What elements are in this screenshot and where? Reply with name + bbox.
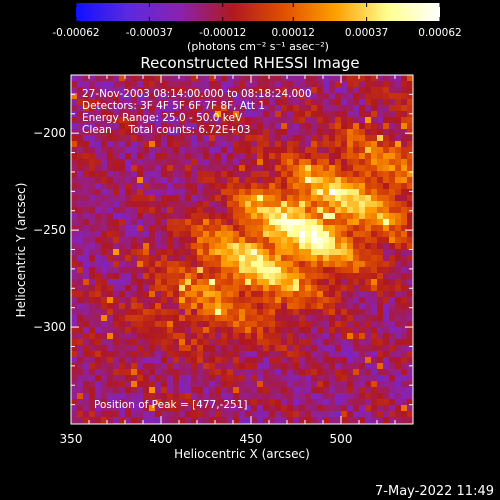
colorbar-units-label: (photons cm⁻² s⁻¹ asec⁻²) — [187, 40, 329, 53]
colorbar-tick-label: -0.00062 — [52, 27, 99, 39]
chart-title: Reconstructed RHESSI Image — [140, 54, 359, 72]
timestamp: 7-May-2022 11:49 — [375, 484, 494, 499]
info-line-energy: Energy Range: 25.0 - 50.0 keV — [82, 112, 243, 124]
x-axis-label: Heliocentric X (arcsec) — [174, 447, 310, 461]
colorbar-tick-label: -0.00012 — [199, 27, 246, 39]
peak-position-label: Position of Peak = [477,-251] — [94, 399, 248, 411]
heatmap-image — [71, 75, 413, 424]
colorbar-tick-label: 0.00037 — [345, 27, 388, 39]
info-block: 27-Nov-2003 08:14:00.000 to 08:18:24.000… — [82, 88, 312, 136]
y-tick-label: −250 — [33, 223, 66, 237]
colorbar-tick-label: 0.00012 — [272, 27, 315, 39]
info-line-time: 27-Nov-2003 08:14:00.000 to 08:18:24.000 — [82, 88, 312, 100]
x-tick-label: 350 — [60, 432, 83, 446]
axes: 350 400 450 500 −200 −250 −300 — [33, 74, 414, 446]
x-tick-label: 450 — [240, 432, 263, 446]
info-line-detectors: Detectors: 3F 4F 5F 6F 7F 8F, Att 1 — [82, 100, 265, 112]
colorbar-ticks: -0.00062 -0.00037 -0.00012 0.00012 0.00037 0.… — [52, 3, 462, 39]
info-line-clean: Clean Total counts: 6.72E+03 — [82, 124, 251, 136]
y-tick-label: −300 — [33, 320, 66, 334]
x-tick-label: 400 — [150, 432, 173, 446]
x-tick-label: 500 — [330, 432, 353, 446]
y-tick-label: −200 — [33, 126, 66, 140]
colorbar-tick-label: -0.00037 — [126, 27, 173, 39]
y-axis-label: Heliocentric Y (arcsec) — [14, 183, 28, 318]
colorbar — [76, 3, 440, 21]
colorbar-tick-label: 0.00062 — [418, 27, 461, 39]
